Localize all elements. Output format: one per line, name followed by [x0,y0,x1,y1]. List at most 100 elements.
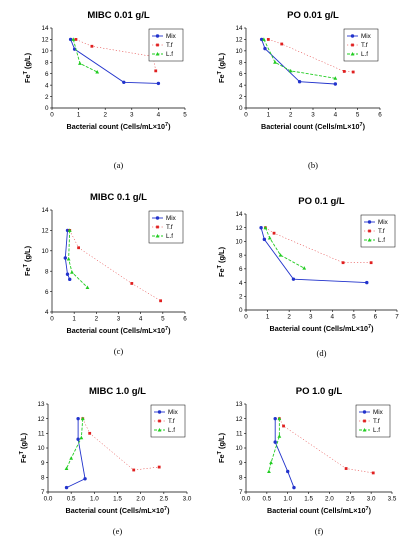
y-axis-label: FeT (g/L) [23,245,32,276]
x-tick-label: 1.5 [113,496,122,503]
y-tick-label: 0 [239,105,243,112]
series-t-f [81,417,161,472]
x-axis-label-sup: 7 [164,506,167,512]
x-tick-label: 2 [287,314,291,321]
y-tick-label: 12 [235,37,243,44]
x-tick-label: 4 [334,112,338,119]
data-point [267,469,271,473]
data-point [70,270,74,274]
x-axis-label-text: Bacterial count (Cells/mL×10 [66,506,164,515]
legend-label: T.f [168,418,175,425]
data-point [154,69,158,73]
series-mix [259,37,338,86]
y-tick-label: 6 [45,289,49,296]
legend-box [355,404,391,438]
x-axis-label-text: Bacterial count (Cells/mL×10 [67,326,165,335]
y-tick-label: 10 [235,445,243,452]
legend-marker [350,52,355,56]
x-axis-label-end: ) [371,324,374,333]
x-axis-label-sup: 7 [165,326,168,332]
legend-label: T.f [378,228,385,235]
legend: Mix T.f L.f [360,214,396,248]
x-axis-label-end: ) [168,326,171,335]
x-tick-label: 0 [50,112,54,119]
legend-marker [155,216,160,220]
data-point [262,237,267,242]
x-tick-label: 4 [331,314,335,321]
x-axis-label-end: ) [363,122,366,131]
x-axis-label-end: ) [369,506,372,515]
legend-marker [157,410,162,414]
y-axis-label-sup: T [23,70,29,74]
legend-marker [368,229,371,233]
y-axis-label-end: (g/L) [19,432,28,451]
data-point [266,38,270,41]
x-tick-label: 5 [183,112,187,119]
y-tick-label: 6 [239,71,243,78]
legend-label: Mix [166,33,177,40]
y-tick-label: 14 [41,25,49,32]
data-point [132,468,136,472]
legend-marker [350,34,355,38]
x-tick-label: 3 [311,112,315,119]
x-axis-label-text: Bacterial count (Cells/mL×10 [267,506,365,515]
y-axis-label-end: (g/L) [23,245,32,264]
data-point [273,60,277,64]
x-tick-label: 1 [267,112,271,119]
y-axis-label-sup: T [23,263,29,267]
data-point [342,70,346,73]
y-axis-label: FeT (g/L) [217,432,226,463]
x-tick-label: 2 [289,112,293,119]
y-tick-label: 11 [38,431,45,438]
y-tick-label: 2 [239,94,243,101]
y-axis-label-text: Fe [217,268,226,277]
series-line [72,39,98,73]
y-axis-label-end: (g/L) [23,52,32,71]
y-tick-label: 4 [239,82,243,89]
x-tick-label: 2.0 [136,496,145,503]
y-axis-label-text: Fe [23,74,32,83]
legend-label: L.f [168,427,175,434]
legend-label: T.f [373,418,380,425]
legend-marker [362,428,367,432]
data-point [67,228,72,232]
chart-5: PO 1.0 g/L 0.0 0.5 1.0 1.5 2.0 2.5 3.0 3.5 7 8 9 10 1… [217,386,397,536]
series-l-f [267,416,282,473]
x-tick-label: 1.0 [90,496,99,503]
panel-caption: (f) [315,526,324,536]
y-tick-label: 9 [41,460,45,467]
legend-box [343,28,379,62]
data-point [76,416,80,421]
y-axis-label-end: (g/L) [217,52,226,71]
series-l-f [261,37,338,80]
data-point [80,416,85,421]
data-point [369,261,373,265]
data-point [333,82,338,86]
legend-label: Mix [378,219,389,226]
data-point [297,80,302,84]
data-point [261,37,266,41]
chart-title: MIBC 1.0 g/L [89,386,146,397]
x-axis-label: Bacterial count (Cells/mL×107) [261,122,366,131]
data-point [65,272,70,276]
data-point [68,277,72,282]
data-point [341,261,345,265]
series-mix [259,226,369,285]
y-tick-label: 8 [239,59,243,66]
x-tick-label: 3.5 [388,496,397,503]
chart-title: PO 0.01 g/L [287,10,339,21]
y-tick-label: 12 [235,416,243,423]
y-axis-label: FeT (g/L) [23,52,32,83]
chart-4: MIBC 1.0 g/L 0.0 0.5 1.0 1.5 2.0 2.5 3.0 7 8 9 10 11… [19,386,192,536]
x-axis-label-text: Bacterial count (Cells/mL×10 [67,122,165,131]
legend-marker [367,220,372,224]
data-point [64,485,69,490]
data-point [77,246,80,250]
x-tick-label: 2 [95,316,99,323]
legend-marker [155,52,160,56]
data-point [130,282,134,285]
x-axis-label-end: ) [167,506,170,515]
